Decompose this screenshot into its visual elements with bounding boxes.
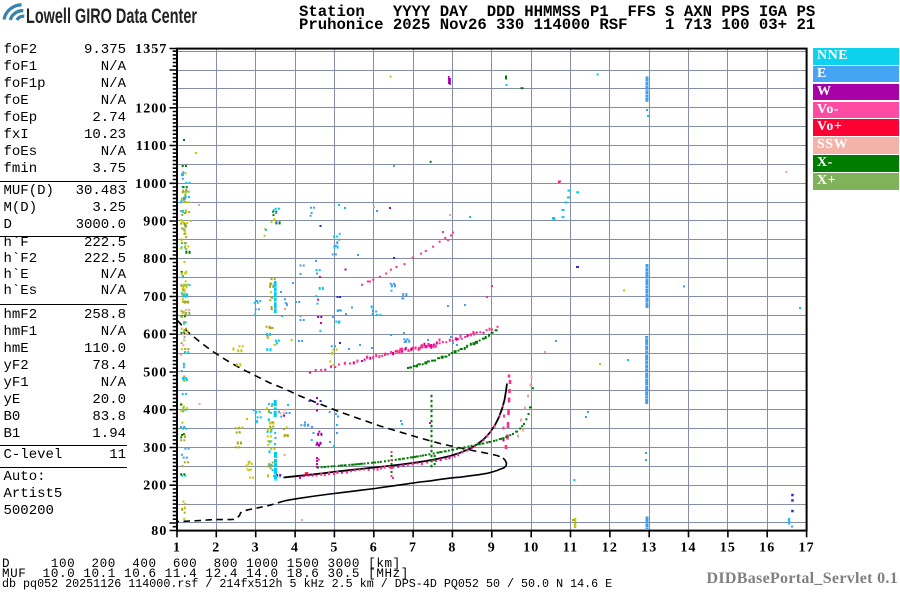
svg-text:500: 500	[143, 366, 167, 381]
svg-text:1357: 1357	[135, 42, 167, 57]
svg-text:13: 13	[641, 541, 657, 556]
svg-text:800: 800	[143, 252, 167, 267]
svg-text:9: 9	[488, 541, 496, 556]
svg-text:600: 600	[143, 328, 167, 343]
svg-text:1000: 1000	[135, 177, 167, 192]
svg-text:8: 8	[448, 541, 456, 556]
svg-text:10: 10	[523, 541, 539, 556]
svg-text:1: 1	[173, 541, 181, 556]
svg-text:15: 15	[720, 541, 736, 556]
svg-text:300: 300	[143, 441, 167, 456]
svg-text:200: 200	[143, 479, 167, 494]
svg-text:900: 900	[143, 215, 167, 230]
svg-text:4: 4	[291, 541, 299, 556]
svg-text:3: 3	[252, 541, 260, 556]
svg-text:11: 11	[563, 541, 578, 556]
svg-text:5: 5	[330, 541, 338, 556]
svg-text:6: 6	[370, 541, 378, 556]
svg-text:2: 2	[212, 541, 220, 556]
svg-text:400: 400	[143, 403, 167, 418]
svg-text:12: 12	[602, 541, 618, 556]
svg-text:700: 700	[143, 290, 167, 305]
svg-text:7: 7	[409, 541, 417, 556]
svg-text:16: 16	[759, 541, 775, 556]
svg-text:1200: 1200	[135, 101, 167, 116]
svg-text:17: 17	[798, 541, 814, 556]
svg-text:80: 80	[151, 524, 167, 539]
svg-text:14: 14	[680, 541, 696, 556]
svg-text:1100: 1100	[136, 139, 168, 154]
